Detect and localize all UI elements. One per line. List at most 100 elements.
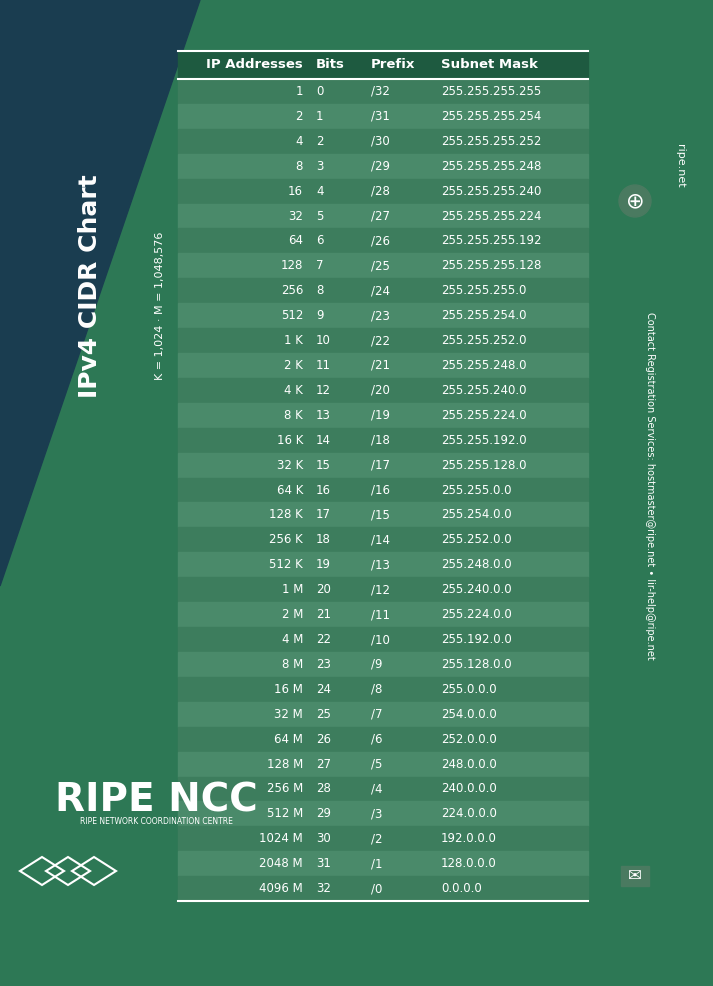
- Text: /17: /17: [371, 458, 390, 471]
- Text: Prefix: Prefix: [371, 58, 416, 72]
- Text: /22: /22: [371, 334, 390, 347]
- Text: 256 K: 256 K: [270, 533, 303, 546]
- Text: 1024 M: 1024 M: [260, 832, 303, 845]
- Bar: [178, 304, 588, 328]
- Text: 128 M: 128 M: [267, 757, 303, 771]
- Text: Contact Registration Services: hostmaster@ripe.net • lir-help@ripe.net: Contact Registration Services: hostmaste…: [645, 313, 655, 660]
- Text: 16 K: 16 K: [277, 434, 303, 447]
- Text: 8: 8: [296, 160, 303, 173]
- Text: K = 1,024 · M = 1,048,576: K = 1,024 · M = 1,048,576: [155, 232, 165, 381]
- Text: 255.224.0.0: 255.224.0.0: [441, 608, 512, 621]
- Text: /0: /0: [371, 882, 382, 895]
- Bar: [621, 866, 649, 886]
- Text: 0.0.0.0: 0.0.0.0: [441, 882, 482, 895]
- Text: 256: 256: [281, 284, 303, 297]
- Text: /2: /2: [371, 832, 382, 845]
- Text: 5: 5: [316, 209, 324, 223]
- Text: 32 K: 32 K: [277, 458, 303, 471]
- Text: 255.255.255.224: 255.255.255.224: [441, 209, 541, 223]
- Text: 512: 512: [281, 310, 303, 322]
- Text: 64: 64: [288, 235, 303, 247]
- Text: /12: /12: [371, 583, 390, 597]
- Bar: [178, 702, 588, 727]
- Text: /30: /30: [371, 135, 390, 148]
- Text: 255.240.0.0: 255.240.0.0: [441, 583, 512, 597]
- Text: 28: 28: [316, 783, 331, 796]
- Text: /28: /28: [371, 184, 390, 197]
- Bar: [178, 328, 588, 353]
- Text: 2: 2: [316, 135, 324, 148]
- Text: 128 K: 128 K: [270, 509, 303, 522]
- Text: 255.255.128.0: 255.255.128.0: [441, 458, 526, 471]
- Text: /4: /4: [371, 783, 382, 796]
- Text: 9: 9: [316, 310, 324, 322]
- Circle shape: [619, 185, 651, 217]
- Bar: [178, 154, 588, 178]
- Text: 1: 1: [295, 85, 303, 98]
- Text: ✉: ✉: [628, 867, 642, 885]
- Text: 32: 32: [316, 882, 331, 895]
- Text: 4 M: 4 M: [282, 633, 303, 646]
- Text: 252.0.0.0: 252.0.0.0: [441, 733, 497, 745]
- Bar: [178, 503, 588, 528]
- Text: /27: /27: [371, 209, 390, 223]
- Bar: [178, 802, 588, 826]
- Text: 255.255.224.0: 255.255.224.0: [441, 409, 527, 422]
- Text: 128: 128: [281, 259, 303, 272]
- Text: 7: 7: [316, 259, 324, 272]
- Text: ⊕: ⊕: [626, 191, 645, 211]
- Bar: [178, 877, 588, 901]
- Text: 512 M: 512 M: [267, 808, 303, 820]
- Bar: [178, 727, 588, 751]
- Text: 255.255.255.0: 255.255.255.0: [441, 284, 526, 297]
- Text: 8 M: 8 M: [282, 658, 303, 670]
- Bar: [178, 229, 588, 253]
- Text: /32: /32: [371, 85, 390, 98]
- Text: RIPE NETWORK COORDINATION CENTRE: RIPE NETWORK COORDINATION CENTRE: [80, 816, 233, 825]
- Text: 255.248.0.0: 255.248.0.0: [441, 558, 512, 571]
- Bar: [178, 826, 588, 851]
- Text: 255.255.255.128: 255.255.255.128: [441, 259, 541, 272]
- Bar: [178, 278, 588, 304]
- Text: 1 M: 1 M: [282, 583, 303, 597]
- Text: 2 K: 2 K: [284, 359, 303, 372]
- Bar: [178, 129, 588, 154]
- Bar: [178, 777, 588, 802]
- Text: /5: /5: [371, 757, 382, 771]
- Text: 15: 15: [316, 458, 331, 471]
- Bar: [178, 552, 588, 577]
- Bar: [178, 577, 588, 602]
- Bar: [178, 378, 588, 403]
- Text: 2 M: 2 M: [282, 608, 303, 621]
- Text: 1 K: 1 K: [284, 334, 303, 347]
- Text: RIPE NCC: RIPE NCC: [55, 782, 258, 820]
- Text: 4: 4: [316, 184, 324, 197]
- Text: 64 K: 64 K: [277, 483, 303, 497]
- Text: 255.255.255.192: 255.255.255.192: [441, 235, 541, 247]
- Bar: [178, 477, 588, 503]
- Bar: [178, 403, 588, 428]
- Text: 4 K: 4 K: [284, 384, 303, 397]
- Text: /24: /24: [371, 284, 390, 297]
- Text: 255.255.255.254: 255.255.255.254: [441, 109, 541, 123]
- Text: 18: 18: [316, 533, 331, 546]
- Text: 255.128.0.0: 255.128.0.0: [441, 658, 512, 670]
- Bar: [178, 353, 588, 378]
- Text: 255.255.255.252: 255.255.255.252: [441, 135, 541, 148]
- Text: /8: /8: [371, 683, 382, 696]
- Text: 30: 30: [316, 832, 331, 845]
- Bar: [178, 751, 588, 777]
- Bar: [178, 79, 588, 104]
- Text: 224.0.0.0: 224.0.0.0: [441, 808, 497, 820]
- Text: 17: 17: [316, 509, 331, 522]
- Text: 255.252.0.0: 255.252.0.0: [441, 533, 512, 546]
- Text: 1: 1: [316, 109, 324, 123]
- Text: 248.0.0.0: 248.0.0.0: [441, 757, 497, 771]
- Text: 11: 11: [316, 359, 331, 372]
- Text: 255.255.252.0: 255.255.252.0: [441, 334, 526, 347]
- Bar: [178, 203, 588, 229]
- Text: /1: /1: [371, 857, 382, 871]
- Text: /21: /21: [371, 359, 390, 372]
- Text: 128.0.0.0: 128.0.0.0: [441, 857, 497, 871]
- Text: /19: /19: [371, 409, 390, 422]
